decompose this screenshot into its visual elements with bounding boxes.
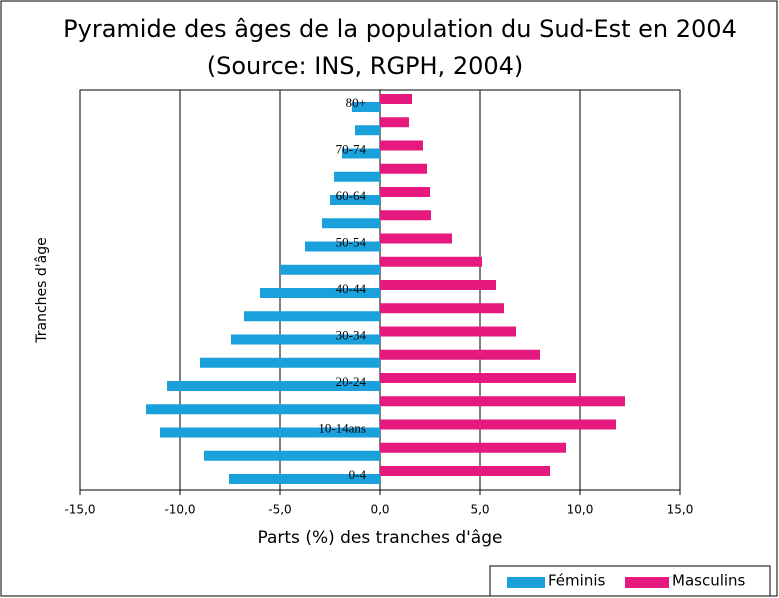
bar [334,171,380,182]
bar [355,125,380,136]
x-tick-label: -5,0 [268,503,291,517]
bar [380,303,504,314]
bar [380,280,496,290]
bar [280,264,380,275]
bar [200,357,380,368]
x-tick-label: -15,0 [64,503,95,517]
x-tick-label: 0,0 [370,503,389,517]
x-tick-label: -10,0 [164,503,195,517]
bar [160,427,380,438]
bar [322,218,380,229]
bar [380,256,482,267]
bar [380,187,430,197]
y-tick-label: 60-64 [336,188,367,203]
y-tick-label: 10-14ans [318,420,366,435]
y-tick-label: 0-4 [349,467,367,482]
bar [342,148,380,159]
bar [380,419,616,430]
y-tick-label: 30-34 [336,327,367,342]
x-tick-label: 10,0 [567,503,594,517]
legend-label: Féminis [548,572,605,590]
bar [146,404,380,415]
bar [380,442,566,453]
bar [380,163,427,174]
bar [204,450,380,461]
y-tick-label: 20-24 [336,374,367,389]
chart-title: Pyramide des âges de la population du Su… [63,15,737,43]
bar [244,311,380,322]
bar [305,241,380,252]
bar [380,140,423,151]
bar [380,466,550,476]
bar [260,288,380,298]
x-tick-label: 15,0 [667,503,694,517]
y-axis-label: Tranches d'âge [34,237,50,343]
bar [380,117,409,128]
bar [380,349,540,360]
bar [380,210,431,221]
bar [380,326,516,337]
bar [229,474,380,484]
legend-label: Masculins [672,572,746,590]
y-tick-label: 50-54 [336,234,367,249]
bar [380,396,625,407]
legend-swatch [507,577,545,588]
bar [352,102,380,112]
y-tick-label: 70-74 [336,141,367,156]
bar [380,233,452,244]
legend-swatch [625,577,669,588]
bar [380,373,576,383]
y-tick-label: 80+ [346,95,366,110]
chart-subtitle: (Source: INS, RGPH, 2004) [207,52,524,80]
x-axis-label: Parts (%) des tranches d'âge [258,528,503,548]
bar [167,381,380,391]
x-tick-label: 5,0 [470,503,489,517]
y-tick-label: 40-44 [336,281,367,296]
bar [380,94,412,104]
bar [330,195,380,205]
bar [231,334,380,345]
